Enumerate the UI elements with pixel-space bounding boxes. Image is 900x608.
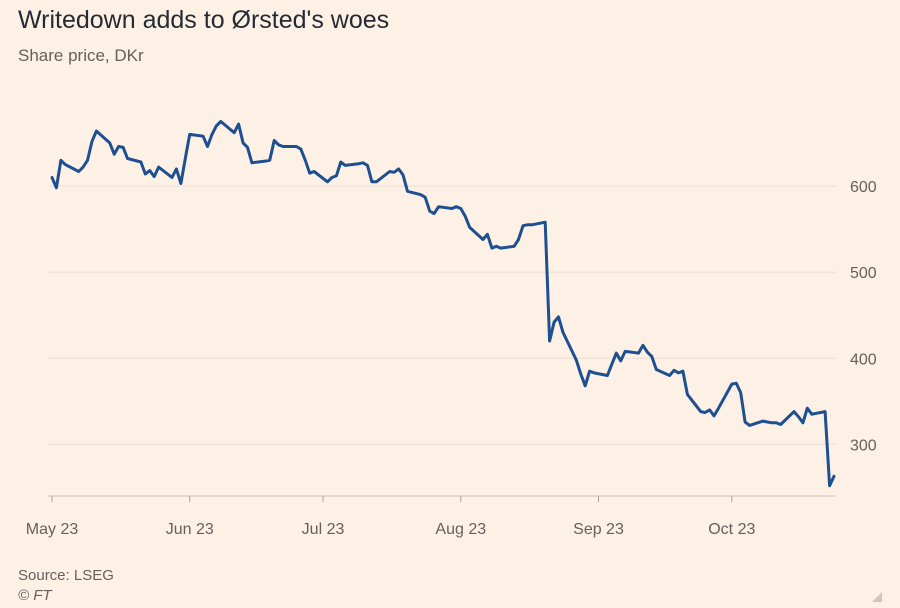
x-tick-label-5: Oct 23	[708, 521, 755, 538]
source-note: Source: LSEG	[18, 567, 114, 584]
y-tick-label-300: 300	[850, 437, 877, 454]
y-tick-label-500: 500	[850, 265, 877, 282]
resize-grip-icon	[872, 592, 882, 602]
y-tick-label-400: 400	[850, 351, 877, 368]
x-tick-label-1: Jun 23	[166, 521, 214, 538]
grid-lines	[48, 185, 836, 445]
series-group	[50, 120, 836, 488]
y-axis: 300 400 500 600	[850, 179, 877, 454]
x-tick-label-0: May 23	[26, 521, 79, 538]
x-tick-label-3: Aug 23	[435, 521, 486, 538]
copyright-credit: © FT	[18, 587, 52, 604]
x-tick-label-4: Sep 23	[573, 521, 624, 538]
chart-subtitle: Share price, DKr	[18, 46, 144, 65]
x-tick-label-2: Jul 23	[302, 521, 345, 538]
y-tick-label-600: 600	[850, 179, 877, 196]
chart-title: Writedown adds to Ørsted's woes	[18, 6, 390, 34]
x-axis: May 23 Jun 23 Jul 23 Aug 23 Sep 23 Oct 23	[26, 495, 836, 538]
series-line-0	[50, 120, 836, 488]
